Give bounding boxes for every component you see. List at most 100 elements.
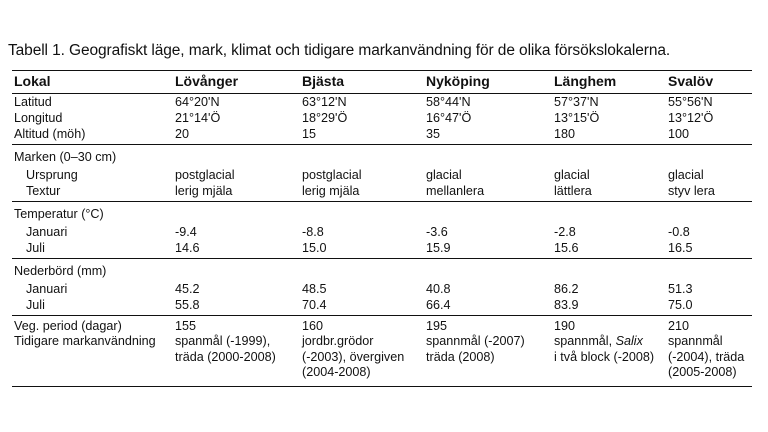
table-row-temperatur: Temperatur (°C) [12, 206, 752, 222]
cell-svalov: glacial [668, 168, 704, 182]
cell-lovanger: 64°20'N [175, 95, 220, 109]
cell-line: spanmål (-1999), [175, 334, 271, 348]
header-lovanger: Lövånger [175, 73, 239, 89]
cell-lovanger: spanmål (-1999), träda (2000-2008) [175, 334, 276, 365]
cell-langhem: 190 [554, 319, 576, 333]
cell-lovanger: 21°14'Ö [175, 111, 221, 125]
header-svalov: Svalöv [668, 73, 714, 89]
cell-line: träda (2000-2008) [175, 349, 276, 364]
section-label-nederbord: Nederbörd (mm) [14, 264, 107, 278]
cell-line: (-2003), övergiven [302, 349, 405, 364]
table-row-longitud: Longitud 21°14'Ö 18°29'Ö 16°47'Ö 13°15'Ö… [12, 110, 752, 126]
cell-nykoping: 40.8 [426, 282, 451, 296]
cell-svalov: -0.8 [668, 225, 690, 239]
cell-langhem: -2.8 [554, 225, 576, 239]
cell-nykoping: -3.6 [426, 225, 448, 239]
row-label: Ursprung [26, 168, 78, 182]
cell-nykoping: spannmål (-2007) träda (2008) [426, 334, 525, 365]
cell-nykoping: 35 [426, 127, 441, 141]
table-row-nederbord: Nederbörd (mm) [12, 263, 752, 279]
table-row-ned-juli: Juli 55.8 70.4 66.4 83.9 75.0 [12, 297, 752, 313]
cell-nykoping: glacial [426, 168, 462, 182]
table-row-temp-juli: Juli 14.6 15.0 15.9 15.6 16.5 [12, 240, 752, 256]
table-row-altitud: Altitud (möh) 20 15 35 180 100 [12, 126, 752, 142]
cell-langhem: 180 [554, 127, 576, 141]
cell-bjasta: 15 [302, 127, 317, 141]
cell-svalov: 210 [668, 319, 690, 333]
cell-langhem: 13°15'Ö [554, 111, 600, 125]
cell-svalov: spannmål (-2004), träda (2005-2008) [668, 334, 744, 381]
cell-nykoping: mellanlera [426, 184, 485, 198]
cell-lovanger: 55.8 [175, 298, 200, 312]
section-rule [12, 201, 752, 202]
header-bjasta: Bjästa [302, 73, 345, 89]
cell-line: spannmål (-2007) [426, 334, 525, 348]
cell-line: (2005-2008) [668, 365, 737, 379]
cell-svalov: styv lera [668, 184, 715, 198]
cell-lovanger: 155 [175, 319, 197, 333]
row-label: Januari [26, 282, 68, 296]
table-bottom-rule [12, 386, 752, 387]
section-label-temperatur: Temperatur (°C) [14, 207, 104, 221]
table-row-textur: Textur lerig mjäla lerig mjäla mellanler… [12, 183, 752, 199]
cell-bjasta: 160 [302, 319, 324, 333]
cell-text: spannmål, [554, 334, 616, 348]
cell-bjasta: lerig mjäla [302, 184, 360, 198]
cell-langhem: 86.2 [554, 282, 579, 296]
table-top-rule [12, 70, 752, 71]
cell-line: (-2004), träda [668, 349, 745, 364]
cell-line: träda (2008) [426, 349, 495, 364]
cell-lovanger: 14.6 [175, 241, 200, 255]
cell-langhem: 15.6 [554, 241, 579, 255]
cell-langhem: 57°37'N [554, 95, 599, 109]
cell-svalov: 13°12'Ö [668, 111, 714, 125]
cell-nykoping: 58°44'N [426, 95, 471, 109]
cell-lovanger: postglacial [175, 168, 235, 182]
header-lokal: Lokal [14, 73, 51, 89]
cell-bjasta: 18°29'Ö [302, 111, 348, 125]
cell-langhem: 83.9 [554, 298, 579, 312]
cell-lovanger: -9.4 [175, 225, 197, 239]
cell-bjasta: 70.4 [302, 298, 327, 312]
cell-bjasta: postglacial [302, 168, 362, 182]
cell-svalov: 75.0 [668, 298, 693, 312]
section-rule [12, 258, 752, 259]
cell-langhem: spannmål, Salix i två block (-2008) [554, 334, 654, 365]
row-label: Textur [26, 184, 61, 198]
row-label: Januari [26, 225, 68, 239]
cell-langhem: lättlera [554, 184, 592, 198]
table-caption: Tabell 1. Geografiskt läge, mark, klimat… [8, 42, 671, 59]
cell-line: i två block (-2008) [554, 349, 655, 364]
cell-line: jordbr.grödor [302, 334, 374, 348]
header-rule [12, 93, 752, 94]
cell-lovanger: 45.2 [175, 282, 200, 296]
row-label: Latitud [14, 95, 52, 109]
cell-bjasta: 63°12'N [302, 95, 347, 109]
header-nykoping: Nyköping [426, 73, 490, 89]
row-label: Veg. period (dagar) [14, 319, 122, 333]
cell-bjasta: 48.5 [302, 282, 327, 296]
section-rule [12, 144, 752, 145]
cell-text-italic: Salix [615, 334, 643, 348]
table-row-marken: Marken (0–30 cm) [12, 149, 752, 165]
row-label: Tidigare markanvändning [14, 334, 156, 348]
row-label: Juli [26, 241, 45, 255]
cell-lovanger: lerig mjäla [175, 184, 233, 198]
cell-nykoping: 16°47'Ö [426, 111, 472, 125]
cell-line: spannmål, Salix [554, 334, 654, 350]
table-row-ned-januari: Januari 45.2 48.5 40.8 86.2 51.3 [12, 281, 752, 297]
row-label: Juli [26, 298, 45, 312]
table-row-temp-januari: Januari -9.4 -8.8 -3.6 -2.8 -0.8 [12, 224, 752, 240]
cell-langhem: glacial [554, 168, 590, 182]
cell-lovanger: 20 [175, 127, 190, 141]
section-label-marken: Marken (0–30 cm) [14, 150, 117, 164]
cell-line: (2004-2008) [302, 365, 371, 379]
table-row-latitud: Latitud 64°20'N 63°12'N 58°44'N 57°37'N … [12, 94, 752, 110]
cell-svalov: 55°56'N [668, 95, 713, 109]
section-rule [12, 315, 752, 316]
cell-nykoping: 195 [426, 319, 448, 333]
cell-line: spannmål [668, 334, 723, 348]
cell-svalov: 51.3 [668, 282, 693, 296]
cell-nykoping: 66.4 [426, 298, 451, 312]
cell-bjasta: 15.0 [302, 241, 327, 255]
